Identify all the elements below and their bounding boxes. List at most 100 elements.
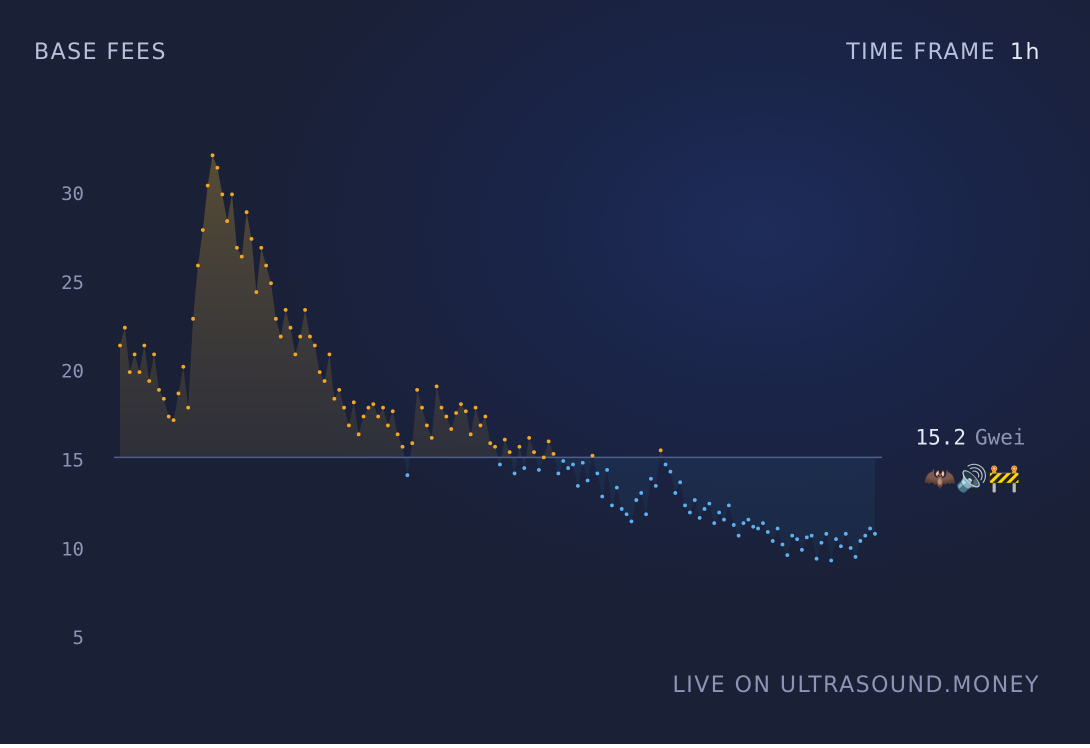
fee-point bbox=[517, 444, 522, 449]
fee-point bbox=[312, 343, 317, 348]
fee-point bbox=[561, 459, 566, 463]
fee-point bbox=[420, 405, 424, 410]
fee-point bbox=[649, 476, 653, 481]
fee-point bbox=[595, 471, 600, 476]
fee-point bbox=[726, 503, 731, 508]
fee-point bbox=[848, 546, 853, 550]
fee-point bbox=[283, 308, 288, 312]
fee-point bbox=[210, 153, 215, 158]
fee-point bbox=[269, 281, 273, 286]
fee-point bbox=[454, 411, 458, 415]
fee-point bbox=[200, 228, 205, 232]
fee-point bbox=[610, 503, 614, 508]
fee-point bbox=[722, 517, 726, 522]
fee-point bbox=[493, 444, 497, 449]
fee-point bbox=[317, 370, 322, 375]
fee-point bbox=[717, 510, 722, 515]
fee-point bbox=[678, 480, 683, 485]
fee-point bbox=[122, 325, 127, 330]
y-tick-label: 25 bbox=[61, 272, 84, 294]
current-unit: Gwei bbox=[975, 425, 1026, 449]
fee-point bbox=[590, 453, 595, 458]
fee-point bbox=[473, 405, 478, 410]
fee-point bbox=[142, 343, 147, 348]
fee-point bbox=[702, 507, 707, 511]
fee-point bbox=[478, 423, 483, 428]
y-tick-label: 15 bbox=[61, 449, 84, 471]
fee-point bbox=[502, 437, 507, 442]
current-emoji: 🦇🔊🚧 bbox=[923, 462, 1020, 494]
fee-point bbox=[157, 387, 161, 392]
fee-point bbox=[551, 451, 556, 456]
fee-point bbox=[132, 352, 137, 357]
fee-point bbox=[809, 533, 814, 538]
fee-point bbox=[658, 448, 663, 453]
fee-point bbox=[186, 405, 191, 410]
fee-point bbox=[366, 405, 371, 410]
current-value: 15.2 bbox=[915, 425, 966, 449]
fee-point bbox=[488, 441, 493, 446]
fee-point bbox=[780, 542, 785, 547]
fee-point bbox=[756, 526, 760, 531]
fee-point bbox=[152, 352, 156, 357]
fee-point bbox=[483, 414, 488, 419]
fee-point bbox=[278, 334, 283, 339]
fee-point bbox=[410, 441, 415, 446]
fee-point bbox=[239, 254, 244, 259]
fee-point bbox=[765, 530, 770, 534]
fee-point bbox=[395, 432, 400, 437]
fee-point bbox=[629, 519, 634, 524]
fee-point bbox=[600, 494, 605, 499]
fee-point bbox=[868, 526, 873, 531]
fee-point bbox=[308, 334, 312, 339]
fee-point bbox=[434, 384, 439, 389]
fee-point bbox=[259, 245, 264, 250]
fee-point bbox=[176, 391, 181, 396]
fee-point bbox=[415, 387, 420, 392]
fee-point bbox=[337, 387, 342, 392]
fee-point bbox=[605, 467, 609, 472]
fee-point bbox=[235, 245, 239, 250]
fee-point bbox=[463, 409, 468, 414]
fee-point bbox=[288, 325, 293, 330]
fee-point bbox=[225, 219, 230, 223]
fee-point bbox=[785, 553, 790, 558]
fee-point bbox=[147, 379, 152, 383]
fee-point bbox=[507, 450, 512, 454]
fee-point bbox=[619, 507, 624, 511]
fee-point bbox=[468, 432, 473, 437]
fee-point bbox=[400, 444, 405, 449]
fee-point bbox=[522, 466, 527, 470]
fee-point bbox=[800, 547, 804, 552]
fee-point bbox=[429, 435, 434, 440]
fee-point bbox=[444, 414, 449, 419]
fee-point bbox=[697, 515, 702, 520]
fee-point bbox=[196, 263, 200, 268]
fee-point bbox=[459, 402, 463, 407]
fee-point bbox=[790, 533, 795, 538]
fee-point bbox=[327, 352, 332, 357]
fee-point bbox=[181, 364, 186, 369]
time-frame-value[interactable]: 1h bbox=[1010, 40, 1041, 65]
fee-point bbox=[668, 469, 673, 474]
fee-point bbox=[293, 352, 298, 357]
fee-point bbox=[663, 462, 668, 467]
fee-point bbox=[575, 483, 580, 488]
fee-point bbox=[566, 466, 571, 470]
fee-point bbox=[541, 455, 546, 460]
fee-point bbox=[712, 521, 717, 526]
fee-point bbox=[814, 556, 819, 561]
fee-point bbox=[824, 531, 829, 536]
fee-point bbox=[683, 503, 687, 508]
fee-point bbox=[746, 517, 751, 522]
fee-point bbox=[751, 524, 756, 529]
y-tick-label: 20 bbox=[61, 361, 84, 383]
fee-point bbox=[298, 334, 303, 339]
fee-point bbox=[303, 308, 307, 312]
fee-point bbox=[624, 512, 629, 517]
fee-point bbox=[347, 423, 351, 428]
fee-point bbox=[853, 555, 858, 559]
fee-point bbox=[244, 210, 249, 215]
